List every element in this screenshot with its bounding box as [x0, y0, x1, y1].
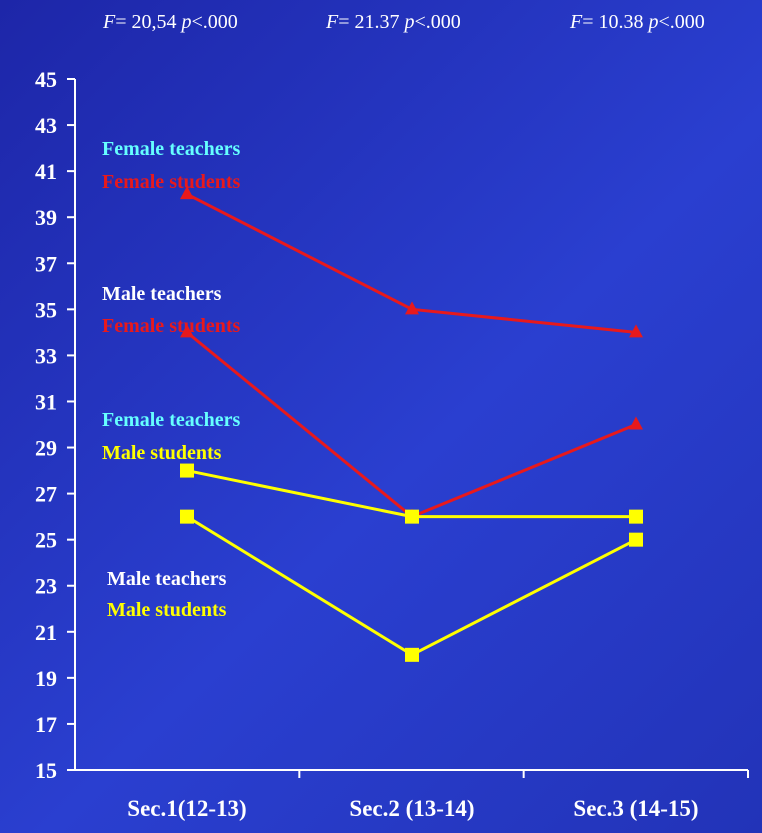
- f-statistic: F= 10.38 p<.000: [569, 11, 705, 33]
- annotation-teacher: Male teachers: [102, 283, 222, 305]
- y-tick-label: 23: [35, 574, 57, 599]
- y-tick-label: 29: [35, 436, 57, 461]
- data-point: [629, 324, 643, 338]
- series-line: [186, 331, 637, 519]
- x-category-label: Sec.2 (13-14): [349, 796, 474, 821]
- data-point: [180, 463, 194, 478]
- y-tick-label: 41: [35, 159, 57, 184]
- y-tick-label: 19: [35, 666, 57, 691]
- annotation-student: Female students: [102, 315, 241, 337]
- y-tick-label: 21: [35, 620, 57, 645]
- series-2: [180, 324, 643, 522]
- annotation-teacher: Male teachers: [107, 568, 227, 590]
- x-category-label: Sec.1(12-13): [127, 796, 246, 821]
- series-4: [180, 509, 643, 662]
- f-statistic: F= 21.37 p<.000: [325, 11, 461, 33]
- data-point: [405, 509, 419, 524]
- y-tick-label: 31: [35, 389, 57, 414]
- x-ticks: Sec.1(12-13) Sec.2 (13-14) Sec.3 (14-15): [127, 770, 749, 821]
- y-tick-label: 39: [35, 205, 57, 230]
- y-tick-label: 43: [35, 113, 57, 138]
- y-tick-label: 27: [35, 482, 57, 507]
- series: [180, 186, 643, 662]
- series-annotations: Female teachers Female students Male teach…: [102, 138, 241, 621]
- series-1: [180, 186, 643, 338]
- data-point: [629, 532, 643, 547]
- y-tick-label: 35: [35, 297, 57, 322]
- annotation-teacher: Female teachers: [102, 138, 240, 160]
- y-tick-label: 15: [35, 758, 57, 783]
- data-point: [405, 647, 419, 662]
- annotation-student: Female students: [102, 171, 241, 193]
- data-point: [180, 509, 194, 524]
- f-statistic: F= 20,54 p<.000: [102, 11, 238, 33]
- data-point: [180, 186, 194, 200]
- data-point: [405, 301, 419, 315]
- x-category-label: Sec.3 (14-15): [573, 796, 698, 821]
- series-line: [186, 515, 637, 657]
- data-point: [180, 324, 194, 338]
- y-tick-label: 45: [35, 67, 57, 92]
- y-tick-label: 25: [35, 528, 57, 553]
- annotation-teacher: Female teachers: [102, 409, 240, 431]
- data-point: [629, 509, 643, 524]
- y-tick-label: 37: [35, 251, 57, 276]
- y-tick-label: 17: [35, 712, 57, 737]
- series-3: [180, 463, 643, 524]
- annotation-student: Male students: [107, 599, 227, 621]
- y-tick-label: 33: [35, 343, 57, 368]
- y-ticks: 15 17 19 21 23 25 27 29 31 33 35 37 39 41 43 45: [35, 67, 75, 783]
- f-statistics: F= 20,54 p<.000 F= 21.37 p<.000 F= 10.38 p…: [102, 11, 705, 33]
- annotation-student: Male students: [102, 442, 222, 464]
- data-point: [629, 416, 643, 430]
- axes: [74, 79, 748, 771]
